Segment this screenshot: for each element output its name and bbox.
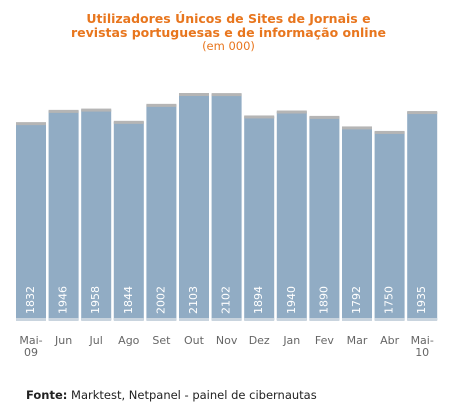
chart-bar bbox=[374, 131, 405, 320]
x-tick-label: Set bbox=[152, 334, 171, 347]
chart-bar-base bbox=[211, 318, 242, 321]
source-text: Marktest, Netpanel - painel de cibernaut… bbox=[67, 388, 317, 402]
chart-bar bbox=[244, 116, 275, 320]
chart-bar-top-edge bbox=[276, 110, 307, 114]
bar-chart: 1832Mai-091946Jun1958Jul1844Ago2002Set21… bbox=[16, 93, 438, 359]
chart-bar bbox=[81, 109, 112, 320]
x-tick-label: 10 bbox=[415, 346, 429, 359]
x-tick-label: Nov bbox=[216, 334, 238, 347]
chart-bar-base bbox=[179, 318, 209, 321]
chart-bar-top-edge bbox=[211, 93, 242, 97]
data-label: 2102 bbox=[220, 286, 233, 314]
chart-bar-base bbox=[342, 318, 372, 321]
chart-bar bbox=[48, 110, 79, 320]
x-tick-label: Mar bbox=[347, 334, 368, 347]
data-label: 1792 bbox=[350, 286, 363, 314]
data-label: 1894 bbox=[252, 286, 265, 314]
chart-subtitle: (em 000) bbox=[202, 39, 255, 53]
data-label: 1935 bbox=[415, 286, 428, 314]
x-tick-label: 09 bbox=[24, 346, 38, 359]
chart-bar bbox=[342, 127, 372, 320]
chart-bar-base bbox=[276, 318, 307, 321]
data-label: 1946 bbox=[57, 286, 70, 314]
chart-bar-top-edge bbox=[113, 120, 144, 124]
x-tick-label: Fev bbox=[315, 334, 334, 347]
chart-bar bbox=[179, 94, 209, 320]
chart-bar bbox=[309, 116, 340, 320]
chart-bar-top-edge bbox=[309, 115, 340, 119]
x-tick-label: Jan bbox=[282, 334, 300, 347]
source-label: Fonte: bbox=[26, 388, 68, 402]
chart-bar bbox=[276, 111, 307, 321]
chart-bar-base bbox=[113, 318, 144, 321]
chart-title-line-1: Utilizadores Únicos de Sites de Jornais … bbox=[86, 11, 371, 26]
source-note: Fonte: Marktest, Netpanel - painel de ci… bbox=[26, 388, 317, 402]
data-label: 1832 bbox=[24, 286, 37, 314]
chart-title-line-2: revistas portuguesas e de informação onl… bbox=[71, 25, 386, 40]
data-label: 1940 bbox=[285, 286, 298, 314]
x-tick-label: Abr bbox=[380, 334, 400, 347]
chart-bar-base bbox=[48, 318, 79, 321]
chart-bar bbox=[113, 121, 144, 320]
x-tick-label: Ago bbox=[118, 334, 140, 347]
chart-bar bbox=[16, 123, 46, 320]
chart-bar-base bbox=[407, 318, 438, 321]
chart-bar-top-edge bbox=[407, 111, 438, 115]
x-tick-label: Mai- bbox=[19, 334, 42, 347]
data-label: 1890 bbox=[317, 286, 330, 314]
x-tick-label: Jun bbox=[54, 334, 72, 347]
chart-bar-base bbox=[244, 318, 275, 321]
chart-bar-top-edge bbox=[244, 115, 275, 119]
data-label: 1844 bbox=[122, 286, 135, 314]
data-label: 1750 bbox=[383, 286, 396, 314]
x-tick-label: Jul bbox=[89, 334, 103, 347]
x-tick-label: Mai- bbox=[411, 334, 434, 347]
chart-bar-base bbox=[16, 318, 46, 321]
chart-bar-base bbox=[309, 318, 340, 321]
x-tick-label: Out bbox=[184, 334, 205, 347]
chart-bar-top-edge bbox=[179, 93, 209, 96]
chart-bar-base bbox=[146, 318, 177, 321]
chart-bar-top-edge bbox=[81, 108, 112, 112]
chart-bar bbox=[211, 94, 242, 320]
chart-bar-top-edge bbox=[48, 109, 79, 113]
chart-title: Utilizadores Únicos de Sites de Jornais … bbox=[0, 12, 457, 40]
chart-bar-base bbox=[374, 318, 405, 321]
data-label: 2002 bbox=[154, 286, 167, 314]
data-label: 1958 bbox=[89, 286, 102, 314]
chart-bar-top-edge bbox=[374, 130, 405, 134]
chart-bar-top-edge bbox=[146, 103, 177, 107]
chart-bar-top-edge bbox=[16, 122, 46, 126]
chart-bar bbox=[146, 104, 177, 320]
chart-bar-top-edge bbox=[342, 126, 372, 130]
chart-bar bbox=[407, 112, 438, 321]
data-label: 2103 bbox=[187, 286, 200, 314]
chart-bar-base bbox=[81, 318, 112, 321]
x-tick-label: Dez bbox=[249, 334, 270, 347]
